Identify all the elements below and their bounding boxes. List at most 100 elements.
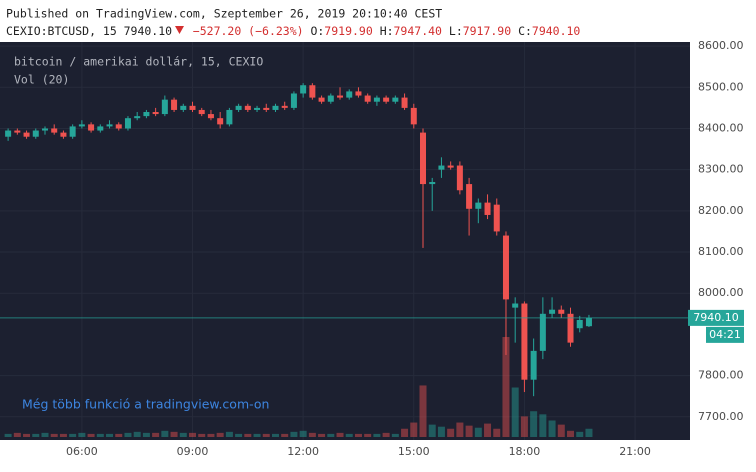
- volume-bar: [502, 337, 510, 437]
- volume-bar: [318, 433, 326, 437]
- l-label: L:: [449, 24, 463, 38]
- plot-area: [0, 42, 690, 440]
- candle-body: [60, 132, 67, 137]
- volume-bar: [401, 428, 409, 437]
- volume-bar: [124, 432, 132, 437]
- volume-bar: [290, 431, 298, 437]
- volume-bar: [32, 433, 40, 437]
- countdown-box: [706, 326, 744, 343]
- countdown: 04:21: [709, 328, 741, 341]
- y-tick-label: 8300.00: [698, 163, 744, 176]
- volume-bar: [520, 416, 528, 437]
- candle-body: [493, 204, 500, 232]
- change: −527.20 (−6.23%): [193, 24, 304, 38]
- legend-title: bitcoin / amerikai dollár, 15, CEXIO: [14, 55, 263, 69]
- volume-bar: [41, 432, 49, 437]
- candle-body: [134, 116, 141, 119]
- candle-body: [539, 313, 546, 351]
- volume-bar: [115, 433, 123, 437]
- last-price-label: 7940.10: [693, 311, 739, 324]
- volume-bar: [235, 433, 243, 437]
- candle-body: [401, 97, 408, 108]
- volume-bar: [161, 430, 169, 437]
- candle-body: [383, 97, 390, 102]
- volume-bar: [465, 425, 473, 437]
- candle-body: [14, 130, 21, 133]
- x-tick-label: 15:00: [398, 445, 430, 458]
- candle-body: [456, 165, 463, 191]
- candle-body: [161, 99, 168, 115]
- volume-bar: [87, 433, 95, 437]
- candle-body: [346, 91, 353, 98]
- candle-body: [115, 124, 122, 129]
- candle-body: [410, 107, 417, 125]
- y-tick-label: 8000.00: [698, 286, 744, 299]
- y-tick-label: 8600.00: [698, 39, 744, 52]
- watermark[interactable]: Még több funkció a tradingview.com-on: [22, 397, 269, 412]
- volume-bar: [207, 433, 215, 437]
- volume-bar: [78, 432, 86, 437]
- volume-bar: [271, 433, 279, 437]
- candle-body: [281, 105, 288, 108]
- candle-body: [180, 105, 187, 110]
- volume-bar: [585, 428, 593, 437]
- volume-bar: [557, 424, 565, 437]
- x-tick-label: 06:00: [66, 445, 98, 458]
- candle-body: [217, 118, 224, 125]
- y-tick-label: 8500.00: [698, 80, 744, 93]
- candle-body: [530, 350, 537, 380]
- c-label: C:: [518, 24, 532, 38]
- volume-bar: [253, 433, 261, 437]
- last: 7940.10: [124, 24, 173, 38]
- candle-body: [318, 97, 325, 102]
- x-tick-label: 12:00: [287, 445, 319, 458]
- volume-bar: [428, 424, 436, 437]
- candle-body: [512, 303, 519, 308]
- candle-body: [5, 130, 12, 137]
- volume-bar: [410, 422, 418, 437]
- candle-body: [69, 126, 76, 137]
- symbol: CEXIO:BTCUSD, 15: [6, 24, 117, 38]
- l-value: 7917.90: [463, 24, 512, 38]
- volume-bar: [447, 428, 455, 437]
- volume-bar: [170, 431, 178, 437]
- volume-bar: [567, 430, 575, 437]
- candle-body: [244, 105, 251, 110]
- y-tick-label: 7800.00: [698, 369, 744, 382]
- y-tick-label: 7700.00: [698, 410, 744, 423]
- volume-bar: [437, 426, 445, 437]
- candle-body: [263, 107, 270, 110]
- candle-body: [549, 309, 556, 314]
- candle-body: [143, 112, 150, 117]
- y-tick-label: 8400.00: [698, 121, 744, 134]
- symbol-line: CEXIO:BTCUSD, 15 7940.10 −527.20 (−6.23%…: [6, 24, 580, 38]
- candle-body: [373, 97, 380, 102]
- volume-bar: [106, 433, 114, 437]
- candle-body: [97, 126, 104, 131]
- candle-body: [152, 112, 159, 115]
- candle-body: [254, 107, 261, 110]
- volume-bar: [382, 432, 390, 437]
- volume-bar: [539, 414, 547, 437]
- volume-bar: [23, 433, 31, 437]
- x-tick-label: 09:00: [177, 445, 209, 458]
- plot: 7700.00 7800.00 8000.00 8100.00 8200.00 8300.…: [0, 39, 744, 458]
- candle-body: [502, 235, 509, 300]
- volume-bar: [419, 385, 427, 437]
- candle-body: [567, 313, 574, 343]
- volume-bar: [364, 433, 372, 437]
- candle-body: [364, 95, 371, 102]
- volume-bar: [262, 433, 270, 437]
- volume-bar: [373, 433, 381, 437]
- volume-bar: [530, 411, 538, 437]
- volume-bar: [189, 432, 197, 437]
- y-tick-label: 8100.00: [698, 245, 744, 258]
- volume-bar: [133, 431, 141, 437]
- volume-bar: [327, 433, 335, 437]
- candle-body: [78, 124, 85, 127]
- candle-body: [355, 91, 362, 96]
- candle-body: [558, 309, 565, 314]
- volume-bar: [59, 433, 67, 437]
- h-label: H:: [380, 24, 394, 38]
- volume-bar: [511, 387, 519, 437]
